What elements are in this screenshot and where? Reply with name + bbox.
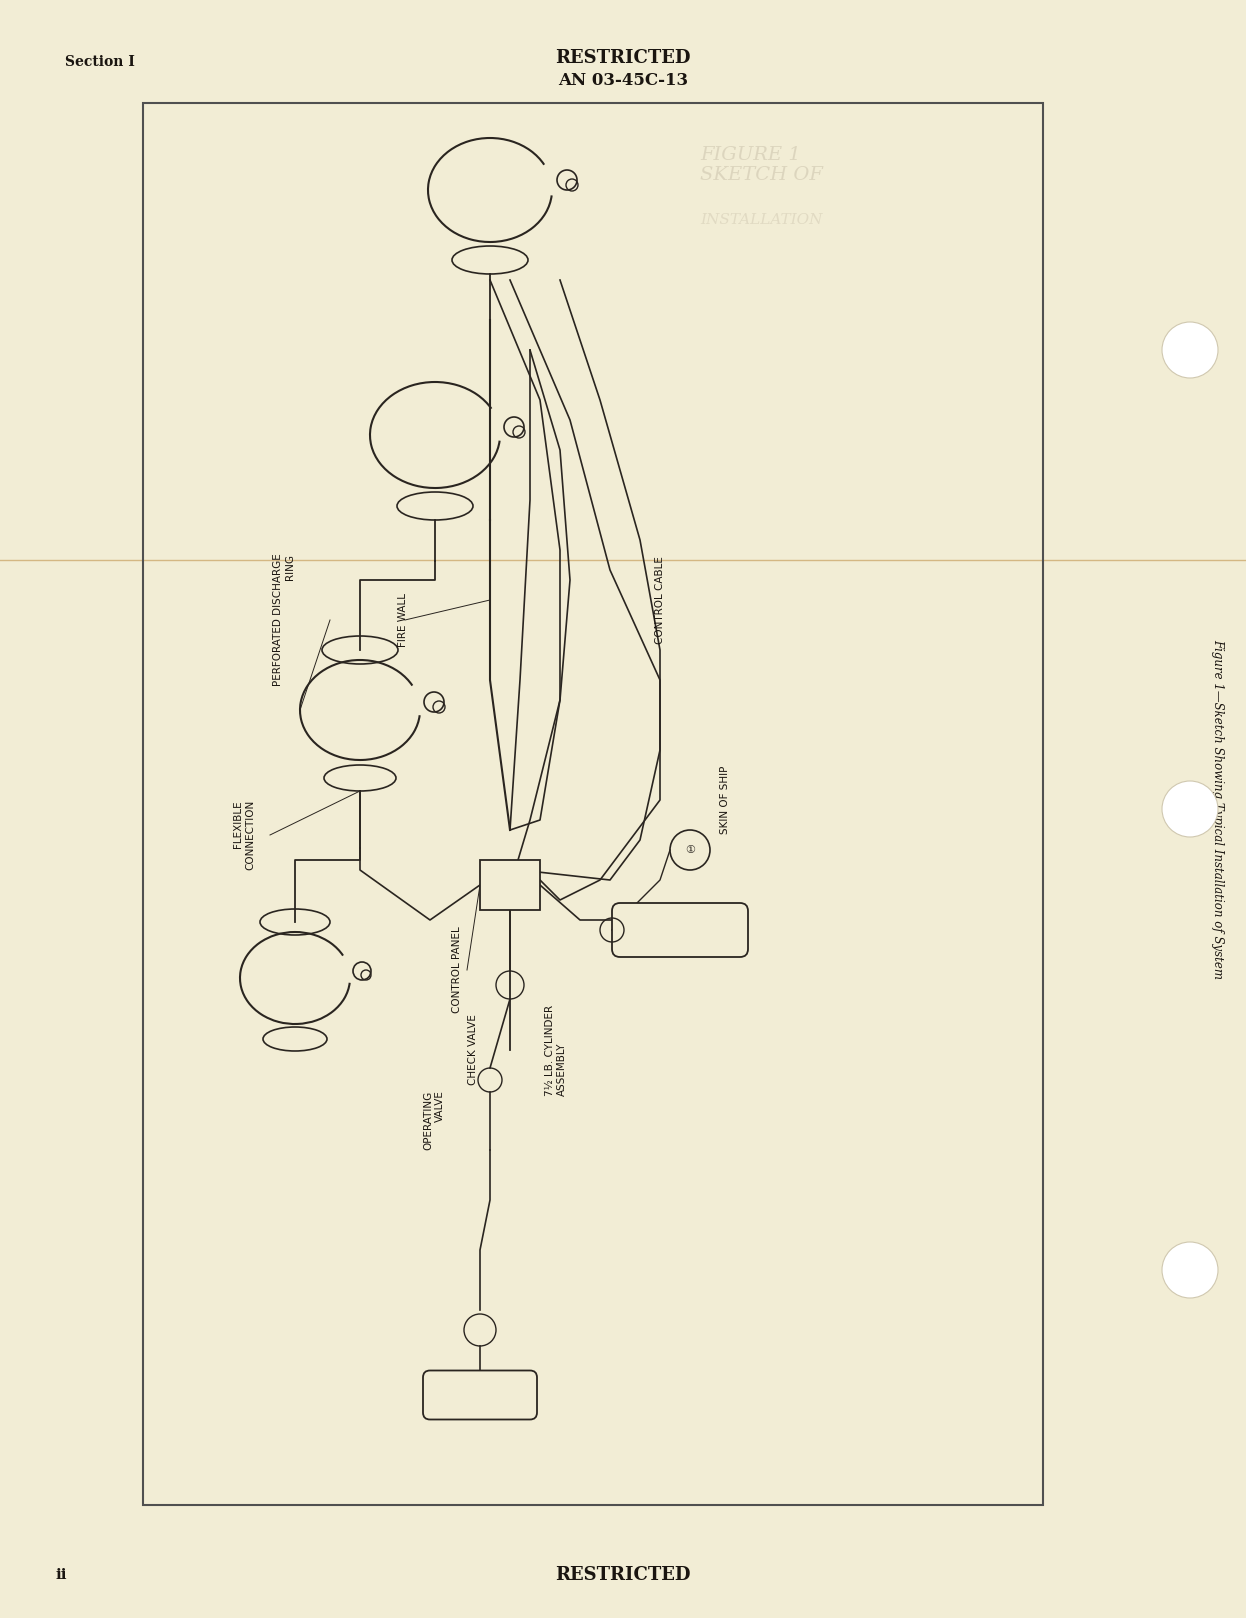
Text: SKIN OF SHIP: SKIN OF SHIP bbox=[720, 765, 730, 835]
Text: FLEXIBLE
CONNECTION: FLEXIBLE CONNECTION bbox=[233, 799, 255, 870]
Text: FIRE WALL: FIRE WALL bbox=[397, 594, 407, 647]
Text: ①: ① bbox=[685, 845, 695, 854]
Text: Figure 1—Sketch Showing Typical Installation of System: Figure 1—Sketch Showing Typical Installa… bbox=[1211, 639, 1225, 979]
Text: Section I: Section I bbox=[65, 55, 135, 70]
Text: PERFORATED DISCHARGE
RING: PERFORATED DISCHARGE RING bbox=[273, 553, 295, 686]
Circle shape bbox=[1163, 1243, 1219, 1298]
Text: 7½ LB. CYLINDER
ASSEMBLY: 7½ LB. CYLINDER ASSEMBLY bbox=[545, 1005, 567, 1095]
Circle shape bbox=[1163, 322, 1219, 379]
Text: INSTALLATION: INSTALLATION bbox=[700, 214, 822, 227]
Circle shape bbox=[1163, 781, 1219, 837]
FancyBboxPatch shape bbox=[422, 1370, 537, 1419]
Text: ii: ii bbox=[55, 1568, 66, 1582]
Text: FIGURE 1
SKETCH OF: FIGURE 1 SKETCH OF bbox=[700, 146, 822, 184]
Text: RESTRICTED: RESTRICTED bbox=[556, 49, 690, 66]
Text: RESTRICTED: RESTRICTED bbox=[556, 1566, 690, 1584]
Bar bbox=[480, 861, 540, 909]
Text: CONTROL PANEL: CONTROL PANEL bbox=[452, 927, 462, 1013]
Text: CONTROL CABLE: CONTROL CABLE bbox=[655, 557, 665, 644]
Bar bbox=[143, 104, 1043, 1505]
Text: AN 03-45C-13: AN 03-45C-13 bbox=[558, 71, 688, 89]
FancyBboxPatch shape bbox=[612, 903, 748, 956]
Text: CHECK VALVE: CHECK VALVE bbox=[468, 1014, 478, 1086]
Text: OPERATING
VALVE: OPERATING VALVE bbox=[424, 1091, 445, 1150]
